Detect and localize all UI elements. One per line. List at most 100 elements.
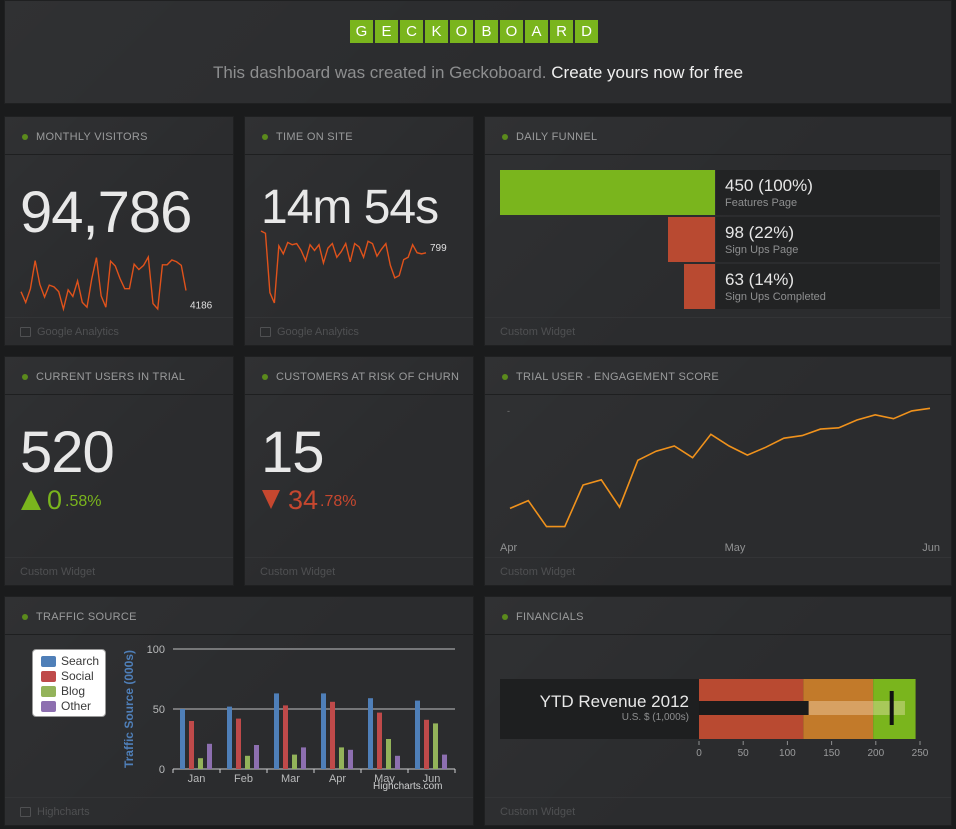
bar-search — [321, 693, 326, 769]
funnel-value: 450 (100%) — [725, 176, 813, 195]
bar-other — [442, 754, 447, 769]
widget-footer: Custom Widget — [5, 557, 233, 585]
bar-social — [377, 712, 382, 769]
bar-social — [189, 721, 194, 769]
x-tick-label: 50 — [738, 748, 750, 759]
logo-letter: A — [525, 20, 548, 43]
widget-header: TRAFFIC SOURCE — [5, 597, 473, 635]
traffic-bar-chart: 0 50 100 Traffic Source (000s) Jan Feb Mar Apr M… — [122, 644, 456, 785]
churn-value: 15 — [261, 420, 325, 485]
widget-source: Custom Widget — [500, 326, 576, 338]
bullet-sublabel: U.S. $ (1,000s) — [621, 712, 689, 723]
legend-swatch — [41, 686, 56, 697]
trend-decimal: .78% — [320, 493, 357, 510]
chart-legend: Search Social Blog Other — [32, 649, 106, 717]
widget-header: TRIAL USER - ENGAGEMENT SCORE — [485, 357, 951, 395]
engagement-line-chart: - Apr May Jun — [500, 406, 940, 554]
widget-monthly-visitors: MONTHLY VISITORS 94,786 4186 Google Anal… — [4, 116, 234, 346]
widget-source: Custom Widget — [260, 566, 336, 578]
bar-blog — [292, 754, 297, 769]
monthly-visitors-value: 94,786 — [20, 180, 192, 245]
bar-search — [415, 700, 420, 769]
engagement-line — [509, 407, 931, 528]
bar-other — [348, 749, 353, 769]
funnel-label: Sign Ups Completed — [725, 291, 826, 303]
widget-footer: Highcharts — [5, 797, 473, 825]
x-tick-label: Jun — [423, 773, 441, 785]
funnel-row: 98 (22%) Sign Ups Page — [500, 217, 940, 262]
logo-letter: K — [425, 20, 448, 43]
bar-other — [254, 745, 259, 769]
trend-integer: 0 — [47, 485, 63, 515]
bar-search — [227, 706, 232, 769]
widget-title: MONTHLY VISITORS — [36, 131, 148, 143]
widget-footer: Custom Widget — [485, 797, 951, 825]
x-tick-label: 200 — [867, 748, 884, 759]
x-tick-label: 250 — [912, 748, 929, 759]
y-axis-marker: - — [507, 406, 510, 416]
widget-source: Google Analytics — [277, 326, 359, 338]
bar-search — [180, 709, 185, 769]
bar-blog — [339, 747, 344, 769]
bullet-target-marker — [889, 691, 894, 725]
bar-blog — [386, 739, 391, 769]
legend-swatch — [41, 656, 56, 667]
legend-swatch — [41, 701, 56, 712]
widget-source: Custom Widget — [20, 566, 96, 578]
x-tick-label: 0 — [696, 748, 702, 759]
status-dot — [22, 374, 28, 380]
x-axis-label: Apr — [500, 542, 517, 554]
widget-title: TRIAL USER - ENGAGEMENT SCORE — [516, 371, 720, 383]
status-dot — [262, 134, 268, 140]
bullet-actual-bar — [699, 701, 809, 715]
widget-header: FINANCIALS — [485, 597, 951, 635]
logo-letter: R — [550, 20, 573, 43]
time-on-site-value: 14m 54s — [261, 181, 439, 234]
logo-letter: G — [350, 20, 373, 43]
analytics-icon — [20, 327, 31, 337]
status-dot — [502, 614, 508, 620]
funnel-bar — [500, 170, 715, 215]
x-tick-label: 150 — [823, 748, 840, 759]
widget-financials: FINANCIALS YTD Revenue 2012 U.S. $ (1,00… — [484, 596, 952, 826]
trend-decimal: .58% — [65, 493, 102, 510]
analytics-icon — [260, 327, 271, 337]
create-dashboard-link[interactable]: Create yours now for free — [551, 63, 744, 82]
trend-integer: 34 — [288, 485, 319, 515]
chart-credit[interactable]: Highcharts.com — [373, 781, 443, 792]
bar-blog — [433, 723, 438, 769]
sparkline-last-value: 4186 — [190, 301, 213, 312]
x-tick-label: Feb — [234, 773, 253, 785]
widget-footer: Google Analytics — [245, 317, 473, 345]
logo-letter: D — [575, 20, 598, 43]
status-dot — [502, 134, 508, 140]
x-axis-label: Jun — [922, 542, 940, 554]
logo-letter: O — [500, 20, 523, 43]
bar-blog — [245, 755, 250, 769]
current-users-value: 520 — [20, 420, 115, 485]
bullet-range — [873, 679, 916, 739]
widget-header: TIME ON SITE — [245, 117, 473, 155]
widget-footer: Custom Widget — [245, 557, 473, 585]
status-dot — [262, 374, 268, 380]
legend-label: Other — [61, 699, 92, 713]
bar-social — [236, 718, 241, 769]
widget-source: Highcharts — [37, 806, 90, 818]
legend-label: Search — [61, 654, 100, 668]
status-dot — [502, 374, 508, 380]
funnel-row-cell — [716, 217, 940, 262]
widget-title: CUSTOMERS AT RISK OF CHURN — [276, 371, 460, 383]
y-tick-label: 50 — [153, 704, 165, 716]
y-axis-title: Traffic Source (000s) — [122, 650, 136, 768]
funnel-row-cell — [716, 170, 940, 215]
widget-footer: Custom Widget — [485, 317, 951, 345]
widget-customers-churn: CUSTOMERS AT RISK OF CHURN 15 34 .78% Cu… — [244, 356, 474, 586]
bar-search — [274, 693, 279, 769]
bullet-range — [803, 679, 874, 739]
x-tick-label: Jan — [188, 773, 206, 785]
widget-title: CURRENT USERS IN TRIAL — [36, 371, 186, 383]
time-on-site-sparkline: 799 — [260, 230, 447, 304]
x-axis-label: May — [725, 542, 746, 554]
widget-title: DAILY FUNNEL — [516, 131, 598, 143]
